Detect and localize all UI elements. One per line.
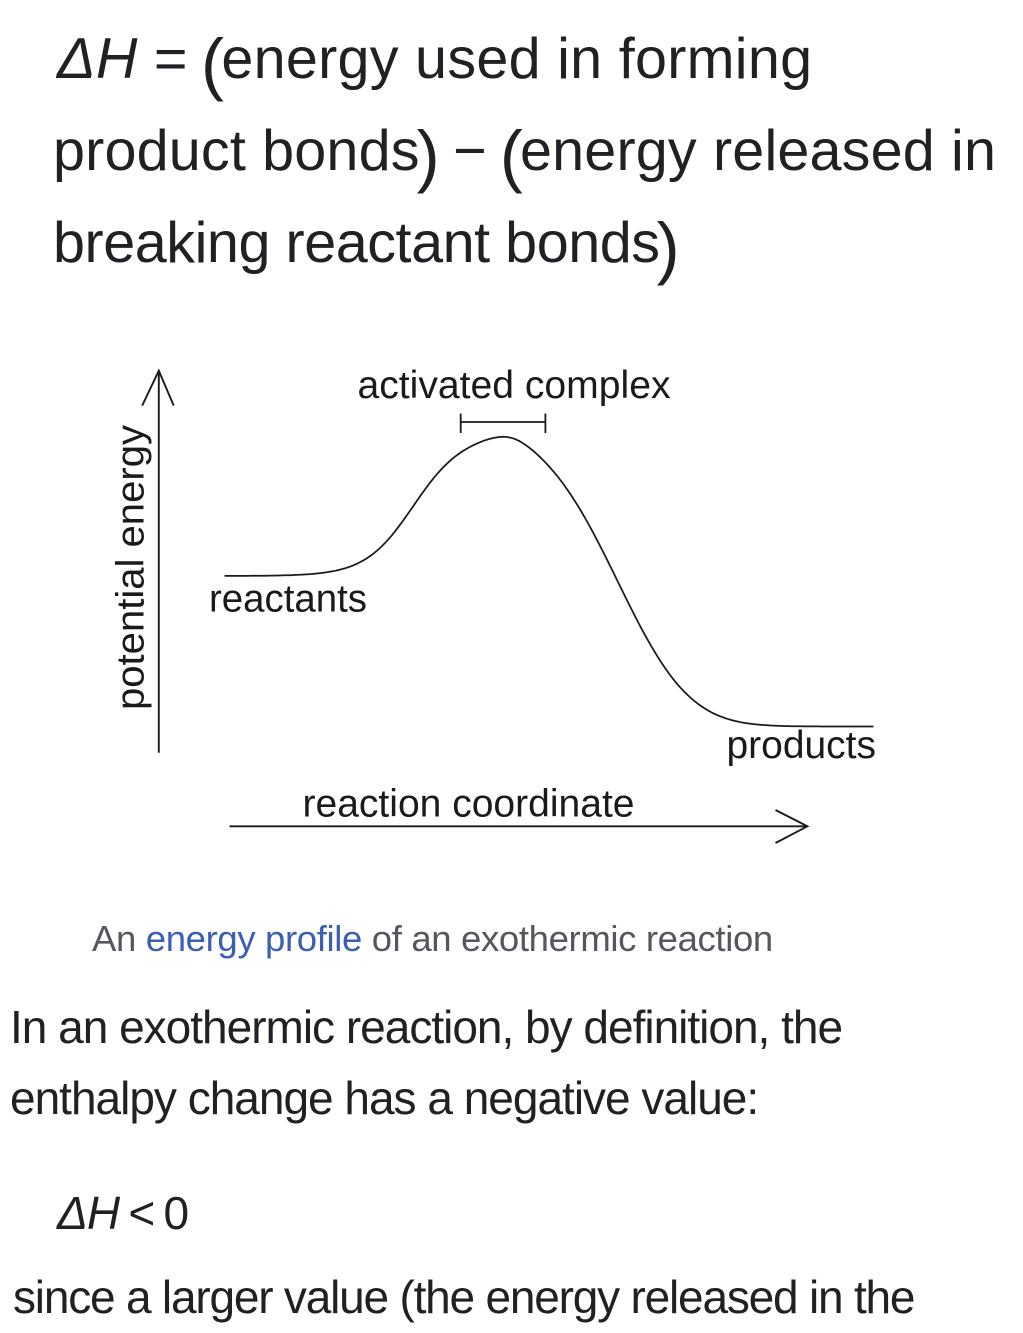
svg-text:reaction coordinate: reaction coordinate (303, 783, 635, 826)
svg-text:reactants: reactants (209, 578, 367, 621)
svg-text:potential energy: potential energy (109, 425, 152, 710)
svg-text:activated complex: activated complex (358, 364, 671, 407)
svg-text:products: products (727, 724, 877, 767)
